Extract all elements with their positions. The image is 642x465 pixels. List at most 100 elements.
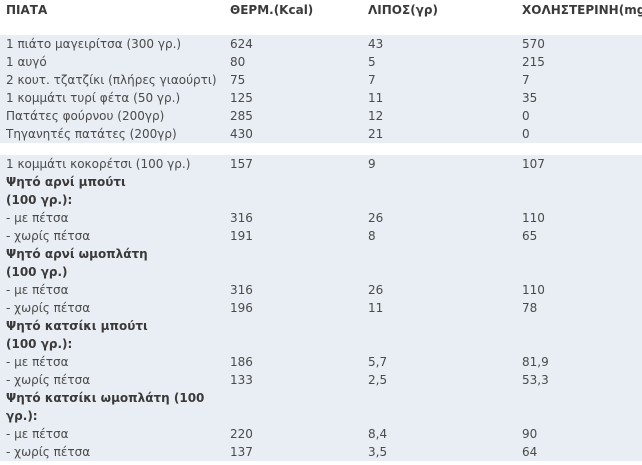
fat-cell — [362, 143, 516, 155]
calories-cell — [224, 173, 362, 191]
fat-cell — [362, 407, 516, 425]
table-body: 1 πιάτο μαγειρίτσα (300 γρ.) 624 43 570 1 αυ… — [0, 20, 642, 461]
header-row: ΠΙΑΤΑ ΘΕΡΜ.(Kcal) ΛΙΠΟΣ(γρ) ΧΟΛΗΣΤΕΡΙΝΗ(… — [0, 0, 642, 20]
table-row: 1 πιάτο μαγειρίτσα (300 γρ.) 624 43 570 — [0, 35, 642, 53]
header-dishes: ΠΙΑΤΑ — [6, 3, 48, 17]
cholesterol-cell — [516, 143, 642, 155]
dish-cell: 1 κομμάτι τυρί φέτα (50 γρ.) — [0, 89, 224, 107]
table-row: Τηγανητές πατάτες (200γρ) 430 21 0 — [0, 125, 642, 143]
group-heading-row: γρ.): — [0, 407, 642, 425]
table-row: 1 κομμάτι κοκορέτσι (100 γρ.) 157 9 107 — [0, 155, 642, 173]
fat-cell: 11 — [362, 89, 516, 107]
calories-cell: 220 — [224, 425, 362, 443]
cholesterol-cell: 65 — [516, 227, 642, 245]
cholesterol-cell — [516, 389, 642, 407]
group-heading-row: Ψητό κατσίκι μπούτι — [0, 317, 642, 335]
table-row: - με πέτσα 220 8,4 90 — [0, 425, 642, 443]
calories-cell — [224, 143, 362, 155]
table-row: Πατάτες φούρνου (200γρ) 285 12 0 — [0, 107, 642, 125]
table-row: - με πέτσα 316 26 110 — [0, 281, 642, 299]
header-fat: ΛΙΠΟΣ(γρ) — [368, 3, 438, 17]
fat-cell: 8,4 — [362, 425, 516, 443]
group-heading-row: (100 γρ.): — [0, 335, 642, 353]
dish-cell: (100 γρ.) — [0, 263, 224, 281]
dish-cell: Ψητό αρνί μπούτι — [0, 173, 224, 191]
cholesterol-cell: 110 — [516, 209, 642, 227]
calories-cell — [224, 263, 362, 281]
table-row: 1 κομμάτι τυρί φέτα (50 γρ.) 125 11 35 — [0, 89, 642, 107]
table-row: - με πέτσα 316 26 110 — [0, 209, 642, 227]
dish-cell: 1 πιάτο μαγειρίτσα (300 γρ.) — [0, 35, 224, 53]
fat-cell: 12 — [362, 107, 516, 125]
calories-cell: 316 — [224, 281, 362, 299]
fat-cell — [362, 389, 516, 407]
dish-cell: - με πέτσα — [0, 209, 224, 227]
fat-cell: 7 — [362, 71, 516, 89]
table-row: 2 κουτ. τζατζίκι (πλήρες γιαούρτι) 75 7 7 — [0, 71, 642, 89]
group-heading-row: (100 γρ.): — [0, 191, 642, 209]
calories-cell: 157 — [224, 155, 362, 173]
calories-cell — [224, 335, 362, 353]
dish-cell: - χωρίς πέτσα — [0, 443, 224, 461]
cholesterol-cell: 7 — [516, 71, 642, 89]
cholesterol-cell: 35 — [516, 89, 642, 107]
calories-cell: 125 — [224, 89, 362, 107]
calories-cell: 75 — [224, 71, 362, 89]
fat-cell — [362, 173, 516, 191]
cholesterol-cell — [516, 317, 642, 335]
fat-cell — [362, 191, 516, 209]
cholesterol-cell: 90 — [516, 425, 642, 443]
table-row: - χωρίς πέτσα 196 11 78 — [0, 299, 642, 317]
table-row: - χωρίς πέτσα 137 3,5 64 — [0, 443, 642, 461]
cholesterol-cell: 0 — [516, 125, 642, 143]
calories-cell — [224, 191, 362, 209]
dish-cell: - με πέτσα — [0, 425, 224, 443]
cholesterol-cell: 110 — [516, 281, 642, 299]
fat-cell — [362, 245, 516, 263]
cholesterol-cell: 107 — [516, 155, 642, 173]
cholesterol-cell: 64 — [516, 443, 642, 461]
cholesterol-cell — [516, 173, 642, 191]
calories-cell: 191 — [224, 227, 362, 245]
cholesterol-cell — [516, 335, 642, 353]
fat-cell: 5,7 — [362, 353, 516, 371]
calories-cell — [224, 317, 362, 335]
table-row: 1 αυγό 80 5 215 — [0, 53, 642, 71]
dish-cell: - με πέτσα — [0, 353, 224, 371]
dish-cell: (100 γρ.): — [0, 191, 224, 209]
fat-cell — [362, 263, 516, 281]
cholesterol-cell — [516, 263, 642, 281]
calories-cell: 196 — [224, 299, 362, 317]
calories-cell: 137 — [224, 443, 362, 461]
fat-cell: 5 — [362, 53, 516, 71]
calories-cell — [224, 407, 362, 425]
cholesterol-cell: 570 — [516, 35, 642, 53]
fat-cell: 43 — [362, 35, 516, 53]
spacer-row — [0, 20, 642, 35]
dish-cell: - χωρίς πέτσα — [0, 227, 224, 245]
group-heading-row: (100 γρ.) — [0, 263, 642, 281]
fat-cell — [362, 335, 516, 353]
cholesterol-cell: 78 — [516, 299, 642, 317]
dish-cell: (100 γρ.): — [0, 335, 224, 353]
dish-cell — [0, 143, 224, 155]
dish-cell: Πατάτες φούρνου (200γρ) — [0, 107, 224, 125]
table-row: - χωρίς πέτσα 133 2,5 53,3 — [0, 371, 642, 389]
cholesterol-cell: 0 — [516, 107, 642, 125]
cholesterol-cell — [516, 407, 642, 425]
dish-cell: 1 κομμάτι κοκορέτσι (100 γρ.) — [0, 155, 224, 173]
calories-cell: 316 — [224, 209, 362, 227]
cholesterol-cell: 81,9 — [516, 353, 642, 371]
blank-row — [0, 143, 642, 155]
fat-cell: 26 — [362, 209, 516, 227]
dish-cell: - με πέτσα — [0, 281, 224, 299]
dish-cell: Τηγανητές πατάτες (200γρ) — [0, 125, 224, 143]
header-calories: ΘΕΡΜ.(Kcal) — [230, 3, 314, 17]
calories-cell: 186 — [224, 353, 362, 371]
group-heading-row: Ψητό αρνί ωμοπλάτη — [0, 245, 642, 263]
fat-cell: 2,5 — [362, 371, 516, 389]
fat-cell: 11 — [362, 299, 516, 317]
fat-cell — [362, 317, 516, 335]
cholesterol-cell — [516, 191, 642, 209]
